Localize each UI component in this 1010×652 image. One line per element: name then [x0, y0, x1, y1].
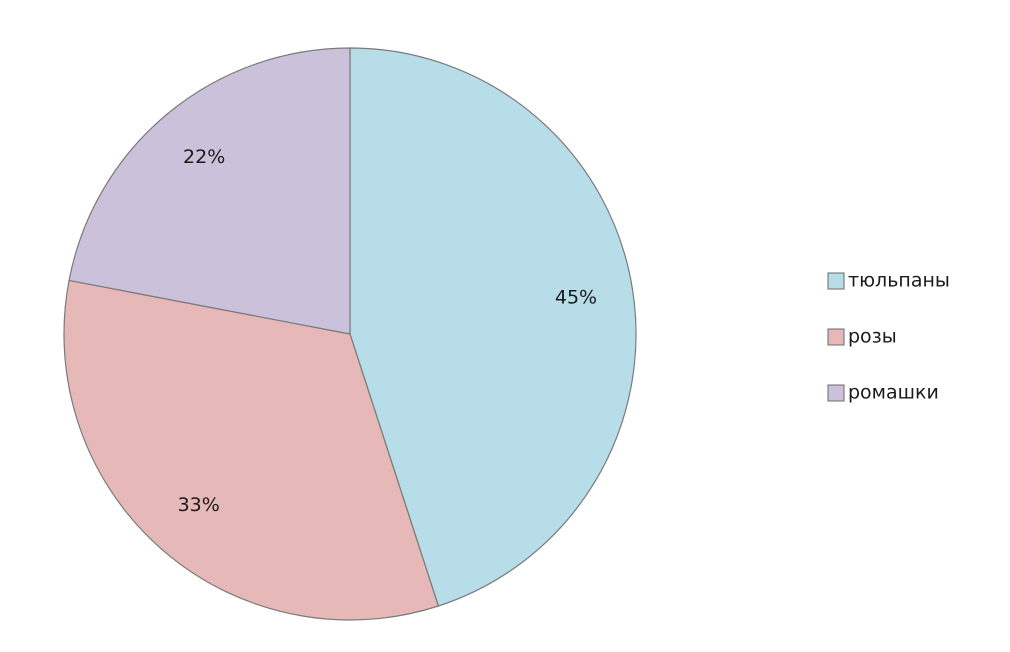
data-label: 33% [178, 494, 220, 516]
data-label: 22% [183, 146, 225, 168]
pie-slice [349, 47, 637, 607]
legend-swatch [827, 328, 845, 346]
pie-slice [63, 279, 440, 621]
legend-label: тюльпаны [848, 270, 950, 292]
data-label: 45% [555, 287, 597, 309]
legend-swatch [827, 384, 845, 402]
legend-swatch [827, 272, 845, 290]
legend-label: розы [848, 326, 897, 348]
pie-slice [68, 47, 351, 335]
legend-label: ромашки [848, 382, 939, 404]
